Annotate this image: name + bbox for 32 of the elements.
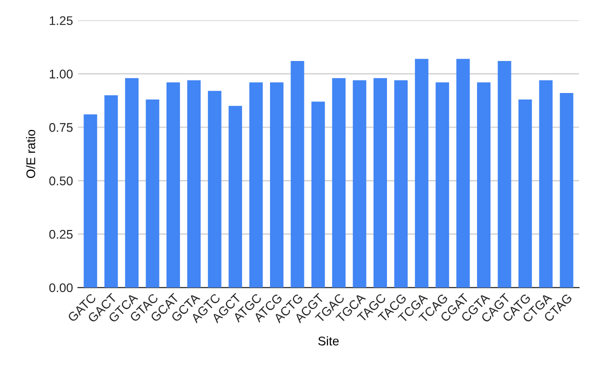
bar [436,82,450,288]
bar [187,80,201,288]
bar [270,82,284,288]
bar [249,82,263,288]
y-tick-label: 0.00 [49,283,73,292]
x-axis-title: Site [318,336,339,346]
bar [146,99,160,288]
bar [311,102,325,288]
bar [498,61,512,288]
bar [84,114,98,288]
y-tick-label: 0.25 [49,230,73,239]
bar [332,78,346,288]
y-tick-label: 0.50 [49,176,73,186]
bar [208,90,222,288]
bar [290,61,304,288]
y-tick-label: 1.25 [50,16,73,26]
y-tick-label: 1.00 [50,70,73,78]
bar [394,80,408,288]
y-axis-title: O/E ratio [26,130,36,178]
bar [228,106,242,288]
bar [560,93,574,288]
bar [166,82,180,288]
bar [125,78,139,288]
bar [104,95,118,288]
bar [518,99,532,288]
bar [477,82,490,288]
y-tick-label: 0.75 [49,123,73,132]
bar [352,80,366,288]
bar [456,58,470,288]
bar [414,58,428,288]
bar [539,80,553,288]
bar [374,78,387,288]
